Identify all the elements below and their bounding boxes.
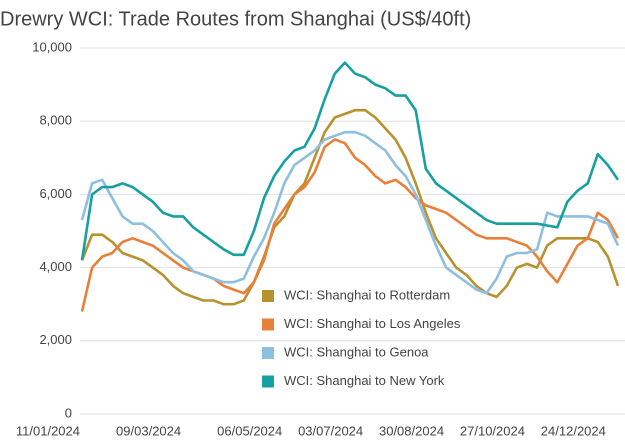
data-line: [80, 138, 620, 312]
legend-label: WCI: Shanghai to Rotterdam: [284, 287, 450, 302]
legend-swatch: [262, 347, 274, 359]
legend-swatch: [262, 375, 274, 388]
y-tick-label: 2,000: [39, 332, 72, 347]
y-tick-label: 0: [65, 405, 72, 420]
data-line: [80, 61, 620, 261]
legend-label: WCI: Shanghai to Genoa: [284, 344, 429, 359]
y-tick-label: 8,000: [39, 113, 72, 128]
x-tick-label: 06/05/2024: [217, 423, 282, 438]
data-line: [80, 108, 620, 306]
y-tick-label: 10,000: [32, 39, 72, 54]
x-tick-label: 24/12/2024: [541, 423, 606, 438]
x-tick-label: 03/07/2024: [298, 423, 363, 438]
x-tick-label: 30/08/2024: [379, 423, 444, 438]
legend-label: WCI: Shanghai to Los Angeles: [284, 316, 461, 331]
legend-swatch: [262, 290, 274, 302]
y-tick-label: 6,000: [39, 186, 72, 201]
legend-label: WCI: Shanghai to New York: [284, 373, 445, 388]
chart-title: Drewry WCI: Trade Routes from Shanghai (…: [0, 8, 471, 30]
legend-swatch: [262, 318, 274, 331]
x-tick-label: 11/01/2024: [16, 423, 80, 438]
x-tick-label: 27/10/2024: [460, 423, 525, 438]
y-tick-label: 4,000: [39, 259, 72, 274]
data-line: [80, 130, 620, 295]
x-tick-label: 09/03/2024: [116, 423, 181, 438]
